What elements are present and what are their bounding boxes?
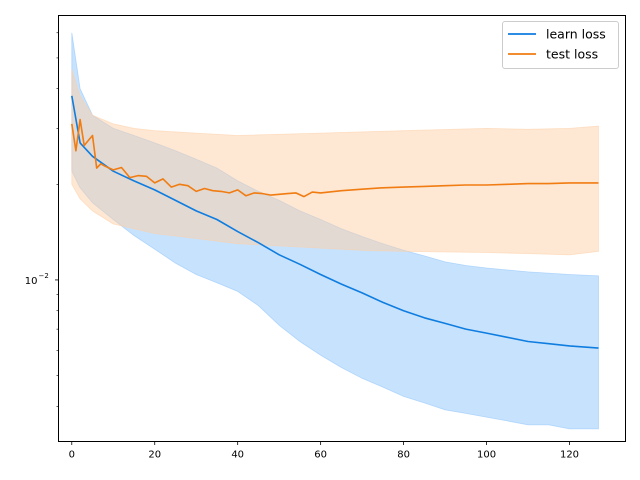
y-tick-label: 10 xyxy=(25,276,38,287)
legend: learn loss test loss xyxy=(502,21,619,69)
legend-label: learn loss xyxy=(546,27,606,42)
x-axis: 0 20 40 60 80 100 120 xyxy=(69,441,579,461)
test-loss-band xyxy=(71,69,599,256)
bands-layer xyxy=(71,32,599,430)
x-tick-label: 20 xyxy=(148,450,161,461)
learn-loss-line xyxy=(71,95,599,349)
y-tick-label-exponent: −2 xyxy=(39,272,49,280)
test-loss-line xyxy=(71,118,599,198)
plot-frame xyxy=(58,15,626,442)
x-tick-label: 80 xyxy=(397,450,410,461)
x-tick-label: 0 xyxy=(69,450,75,461)
legend-label: test loss xyxy=(546,47,598,62)
y-axis: 10 −2 xyxy=(25,32,59,407)
x-tick-label: 100 xyxy=(477,450,496,461)
x-tick-label: 40 xyxy=(231,450,244,461)
x-tick-label: 120 xyxy=(560,450,579,461)
lines-layer xyxy=(71,95,599,349)
x-tick-label: 60 xyxy=(314,450,327,461)
